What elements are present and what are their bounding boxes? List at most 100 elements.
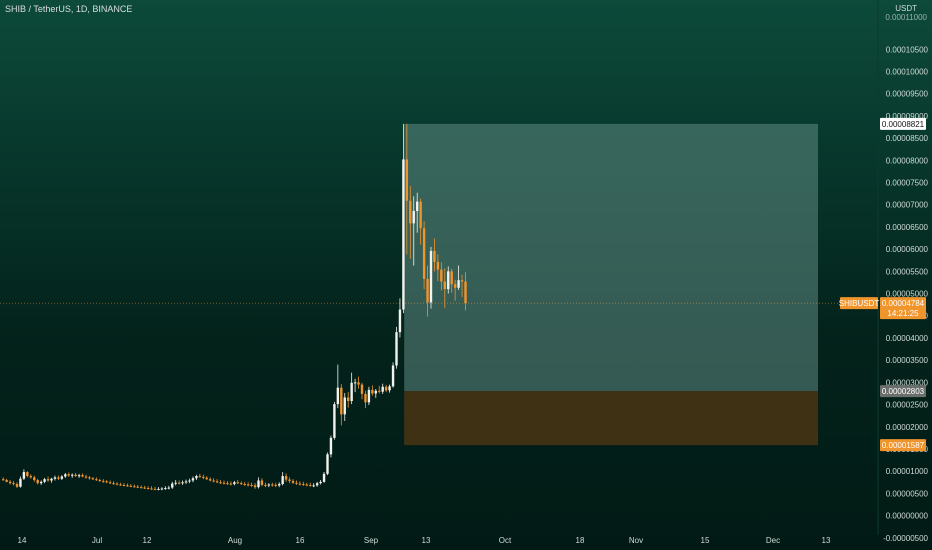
- candle-body: [405, 159, 409, 201]
- candle-body: [457, 280, 460, 288]
- candle-body: [108, 482, 112, 484]
- candle-body: [250, 484, 253, 486]
- candle-body: [371, 389, 374, 394]
- candle-body: [391, 365, 395, 387]
- candle-body: [226, 483, 229, 485]
- candle-body: [164, 488, 167, 490]
- candle-body: [60, 476, 64, 479]
- candle-body: [302, 484, 305, 486]
- y-tick-label: 0.00002500: [886, 401, 929, 410]
- candle-body: [395, 332, 398, 366]
- candle-body: [291, 480, 295, 483]
- candle-body: [295, 482, 298, 484]
- x-tick-label: 12: [143, 536, 152, 545]
- candle-body: [284, 476, 288, 480]
- candle-body: [350, 382, 353, 402]
- candle-body: [416, 201, 419, 211]
- y-tick-label: 0.00008000: [886, 156, 929, 165]
- candle-body: [64, 474, 67, 477]
- candle-body: [136, 486, 139, 488]
- candle-body: [5, 480, 8, 482]
- candle-body: [388, 386, 391, 391]
- x-tick-label: Jul: [92, 536, 102, 545]
- stop-price-label: 0.00001587: [882, 441, 925, 450]
- candle-body: [39, 481, 43, 484]
- currency-label: USDT: [895, 4, 917, 13]
- stop-zone: [404, 391, 818, 446]
- candle-body: [236, 482, 239, 484]
- candle-body: [274, 484, 277, 486]
- candle-body: [112, 483, 115, 485]
- y-tick-label: 0.00002000: [886, 423, 929, 432]
- candle-body: [19, 478, 22, 487]
- candle-body: [267, 484, 271, 486]
- x-tick-label: 13: [822, 536, 831, 545]
- candle-body: [309, 484, 312, 486]
- y-tick-label: 0.00010000: [886, 68, 929, 77]
- candle-body: [77, 475, 81, 477]
- x-tick-label: Dec: [766, 536, 780, 545]
- candle-body: [436, 262, 440, 270]
- y-tick-label: 0.00005000: [886, 290, 929, 299]
- candle-body: [240, 483, 243, 485]
- candle-body: [433, 250, 436, 263]
- candle-body: [450, 271, 453, 285]
- candle-body: [29, 476, 32, 478]
- x-tick-label: 15: [701, 536, 710, 545]
- candle-body: [353, 382, 357, 384]
- candle-body: [447, 271, 450, 290]
- candle-body: [205, 477, 208, 480]
- chart-title: SHIB / TetherUS, 1D, BINANCE: [5, 4, 133, 14]
- y-tick-label: 0.00006000: [886, 245, 929, 254]
- candle-body: [102, 480, 105, 482]
- candle-body: [264, 484, 267, 486]
- candle-body: [212, 480, 215, 482]
- candle-body: [98, 480, 101, 482]
- candle-body: [219, 482, 222, 484]
- candle-body: [343, 397, 346, 415]
- candle-body: [333, 404, 336, 438]
- y-tick-label: 0.00000000: [886, 512, 929, 521]
- symbol-label: SHIBUSDT: [839, 299, 880, 308]
- entry-price-label: 0.00002803: [882, 387, 925, 396]
- candle-body: [33, 477, 36, 481]
- candle-body: [122, 484, 126, 486]
- y-tick-label: 0.00007500: [886, 179, 929, 188]
- symbol-label-bg: [840, 297, 878, 310]
- candle-body: [177, 482, 181, 484]
- candle-body: [74, 474, 77, 477]
- candle-body: [243, 484, 246, 486]
- candle-body: [95, 479, 98, 481]
- candle-body: [336, 387, 340, 405]
- candle-body: [378, 390, 381, 392]
- x-tick-label: Aug: [228, 536, 242, 545]
- candle-body: [129, 485, 133, 487]
- candle-body: [140, 487, 143, 489]
- x-tick-label: 16: [296, 536, 305, 545]
- candle-body: [278, 484, 281, 486]
- candle-body: [281, 476, 284, 485]
- y-tick-label: 0.00011000: [885, 13, 927, 22]
- candle-body: [184, 481, 188, 483]
- candle-body: [126, 485, 129, 487]
- candle-body: [188, 480, 191, 482]
- candle-body: [319, 481, 322, 484]
- current-price-label-bg: [880, 297, 926, 320]
- candle-body: [360, 384, 364, 394]
- x-tick-label: Oct: [499, 536, 512, 545]
- candle-body: [115, 483, 119, 485]
- candle-body: [440, 269, 443, 282]
- candle-body: [2, 479, 5, 481]
- candle-body: [453, 284, 457, 288]
- candle-body: [384, 386, 388, 391]
- candle-body: [271, 484, 274, 486]
- candle-body: [233, 482, 236, 485]
- candle-body: [198, 476, 202, 478]
- candle-body: [57, 477, 60, 479]
- candle-body: [357, 382, 360, 385]
- candle-body: [12, 483, 15, 485]
- y-tick-label: 0.00003000: [886, 378, 929, 387]
- candle-body: [257, 480, 260, 488]
